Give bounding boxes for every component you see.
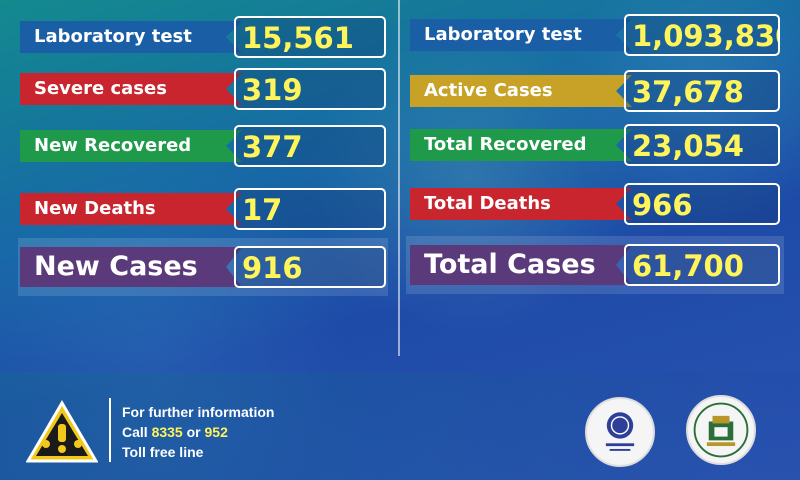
hotline-number-1: 8335 (151, 424, 183, 440)
stat-label: Total Recovered (410, 129, 632, 161)
stat-label: Severe cases (20, 73, 242, 105)
contact-info: For further information Call 8335 or 952… (122, 402, 274, 462)
public-health-institute-logo (585, 397, 655, 467)
footer-divider (109, 398, 111, 462)
stat-value: 1,093,830 (624, 14, 780, 56)
stat-value: 966 (624, 183, 780, 225)
contact-line-1: For further information (122, 404, 275, 420)
footer-band (0, 372, 800, 480)
stat-label: Total Cases (410, 245, 632, 285)
stat-value: 61,700 (624, 244, 780, 286)
stat-value: 319 (234, 68, 386, 110)
stat-label: New Deaths (20, 193, 242, 225)
stat-label: Laboratory test (20, 21, 242, 53)
hotline-number-2: 952 (204, 424, 228, 440)
stat-value: 15,561 (234, 16, 386, 58)
stat-value: 916 (234, 246, 386, 288)
stat-value: 23,054 (624, 124, 780, 166)
stat-value: 377 (234, 125, 386, 167)
stat-label: New Cases (20, 247, 242, 287)
ministry-of-health-seal-logo (686, 395, 756, 465)
contact-line-2: Call 8335 or 952 (122, 424, 228, 440)
stat-label: New Recovered (20, 130, 242, 162)
stat-label: Active Cases (410, 75, 632, 107)
warning-triangle-icon (26, 400, 98, 463)
stat-label: Laboratory test (410, 19, 632, 51)
contact-line-3: Toll free line (122, 444, 204, 460)
stat-label: Total Deaths (410, 188, 632, 220)
stat-value: 37,678 (624, 70, 780, 112)
stat-value: 17 (234, 188, 386, 230)
column-divider (398, 0, 400, 356)
